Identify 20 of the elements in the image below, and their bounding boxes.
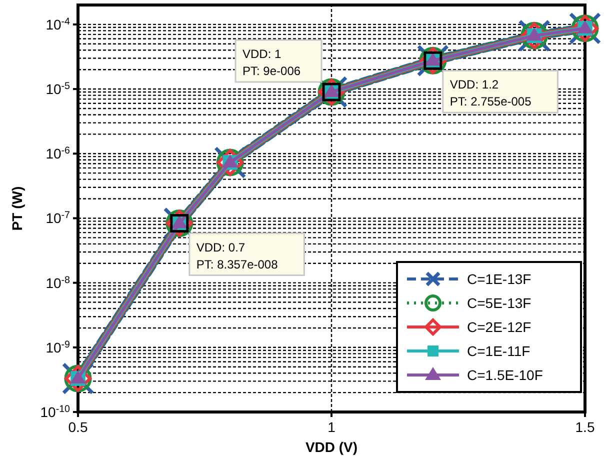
annotation: VDD: 1.2 PT: 2.755e-005 (450, 78, 532, 109)
legend-label: C=1.5E-10F (467, 367, 543, 383)
y-axis-title: PT (W) (9, 186, 25, 231)
legend-label: C=1E-13F (467, 271, 532, 287)
x-tick-label: 1 (328, 419, 336, 435)
y-tick-label: 10$^{-4}$ (46, 16, 71, 32)
y-tick-label: 10$^{-7}$ (46, 210, 70, 226)
annotation: VDD: 1 PT: 9e-006 (242, 46, 301, 78)
legend-label: C=5E-13F (467, 295, 532, 311)
y-tick-label: 10$^{-9}$ (46, 338, 70, 356)
x-tick-label: 0.5 (68, 419, 88, 435)
y-tick-label: 10$^{-6}$ (46, 145, 71, 162)
x-axis-title: VDD (V) (305, 439, 358, 455)
x-tick-label: 1.5 (575, 419, 595, 435)
y-tick-label: 10$^{-10}$ (40, 404, 71, 420)
legend-label: C=1E-11F (467, 343, 530, 359)
y-tick-label: 10$^{-8}$ (46, 274, 71, 291)
annotation: VDD: 0.7 PT: 8.357e-008 (196, 240, 278, 272)
y-tick-label: 10$^{-5}$ (46, 80, 71, 98)
legend-label: C=2E-12F (467, 319, 532, 335)
